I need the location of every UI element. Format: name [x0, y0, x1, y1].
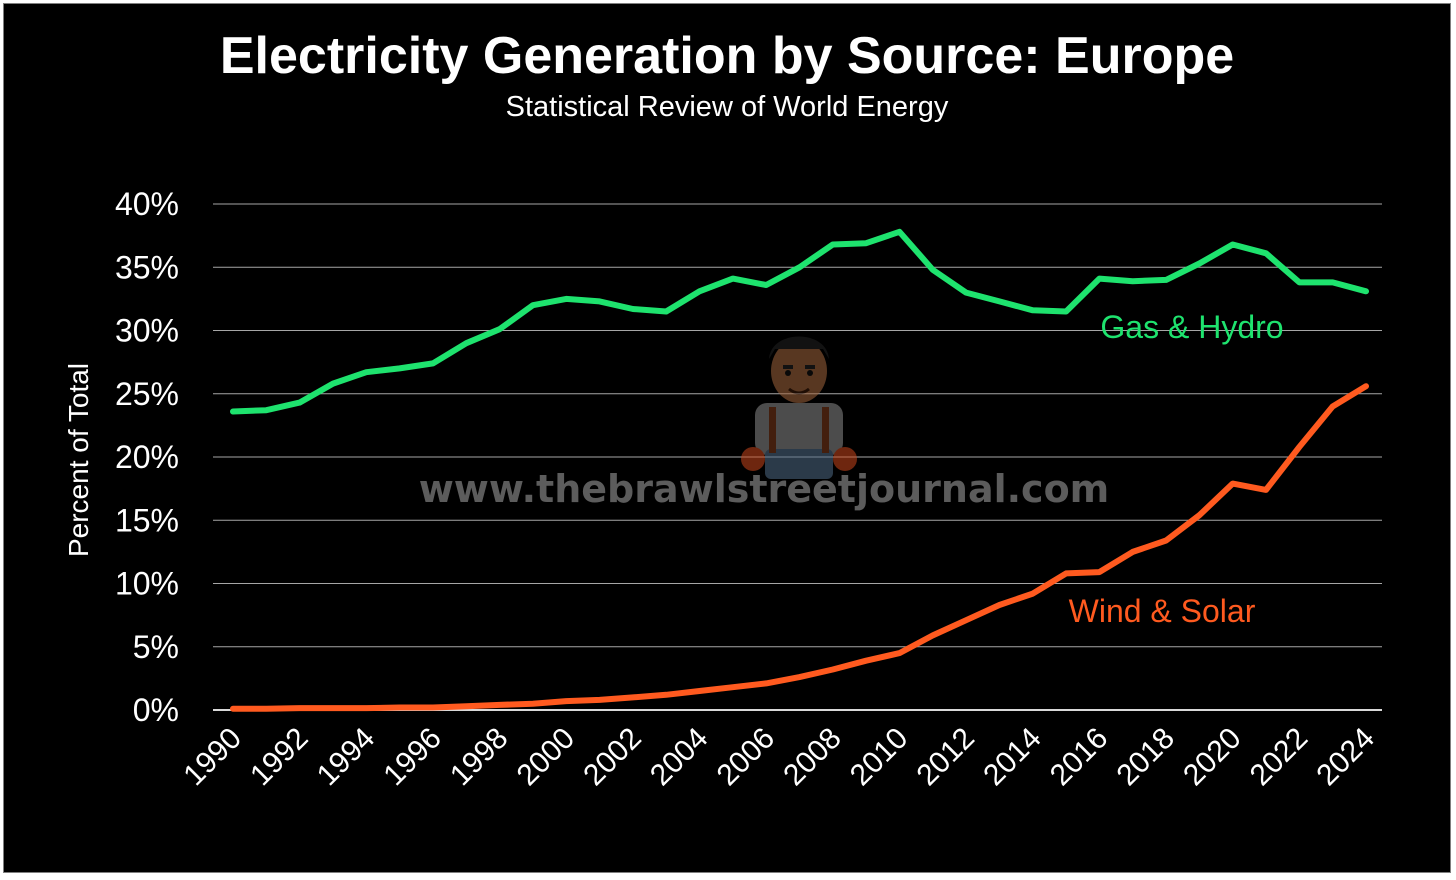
x-tick-label: 2014 [977, 722, 1048, 793]
x-tick-label: 2020 [1177, 722, 1248, 793]
chart-title: Electricity Generation by Source: Europe [219, 27, 1235, 85]
x-tick-label: 2010 [844, 722, 915, 793]
y-axis-label: Percent of Total [63, 363, 94, 557]
y-tick-label: 25% [115, 376, 179, 412]
series-line-wind-solar [230, 383, 1369, 712]
y-tick-label: 40% [115, 186, 179, 222]
x-tick-label: 1998 [444, 722, 515, 793]
y-tick-labels: 0% 5% 10% 15% 20% 25% 30% 35% 40% [115, 186, 179, 728]
x-tick-label: 2008 [777, 722, 848, 793]
y-tick-label: 30% [115, 313, 179, 349]
y-tick-label: 10% [115, 566, 179, 602]
series-lines [230, 228, 1369, 712]
x-tick-label: 2022 [1244, 722, 1315, 793]
series-label-wind-solar: Wind & Solar [1069, 593, 1256, 629]
x-tick-label: 2018 [1110, 722, 1181, 793]
chart-frame: Electricity Generation by Source: Europe… [3, 3, 1451, 873]
series-label-gas-hydro: Gas & Hydro [1100, 309, 1283, 345]
watermark-text: www.thebrawlstreetjournal.com [419, 467, 1110, 511]
x-tick-label: 2006 [711, 722, 782, 793]
x-tick-label: 1996 [377, 722, 448, 793]
x-tick-label: 2016 [1044, 722, 1115, 793]
y-tick-label: 35% [115, 249, 179, 285]
chart-subtitle: Statistical Review of World Energy [505, 91, 949, 123]
y-tick-label: 0% [133, 692, 179, 728]
line-chart: 0%5%10%15%20%25%30%35%40% 19901992199419… [63, 186, 1382, 793]
x-tick-label: 2004 [644, 722, 715, 793]
x-tick-label: 2000 [511, 722, 582, 793]
x-tick-label: 2002 [577, 722, 648, 793]
x-tick-label: 2024 [1310, 722, 1381, 793]
x-tick-label: 1990 [177, 722, 248, 793]
y-tick-label: 5% [133, 629, 179, 665]
x-tick-label: 2012 [911, 722, 982, 793]
y-tick-label: 15% [115, 502, 179, 538]
series-line-gas-hydro [230, 228, 1369, 415]
x-tick-label: 1994 [311, 722, 382, 793]
mascot-logo [741, 336, 857, 479]
y-tick-label: 20% [115, 439, 179, 475]
x-tick-label: 1992 [244, 722, 315, 793]
x-tick-labels: 1990199219941996199820002002200420062008… [177, 722, 1381, 793]
